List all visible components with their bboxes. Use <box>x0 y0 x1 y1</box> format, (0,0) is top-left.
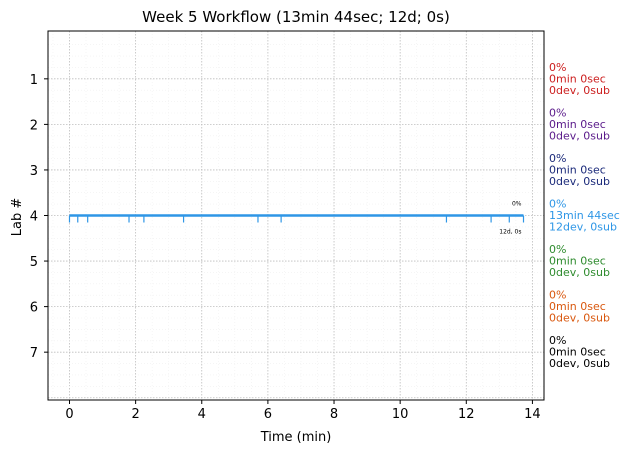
x-tick-label: 8 <box>330 407 338 422</box>
chart-title: Week 5 Workflow (13min 44sec; 12d; 0s) <box>142 8 450 26</box>
lab-summary-line: 0dev, 0sub <box>549 312 610 325</box>
series-layer: 0% 12d, 0s <box>68 201 525 236</box>
lab-summary-line: 0min 0sec <box>549 255 606 268</box>
lab-summary-4: 0% 13min 44sec 12dev, 0sub <box>549 198 620 234</box>
lab-summary-line: 0dev, 0sub <box>549 357 610 370</box>
lab-summary-line: 0% <box>549 106 566 119</box>
lab-summary-1: 0% 0min 0sec 0dev, 0sub <box>549 61 610 97</box>
lab-summary-3: 0% 0min 0sec 0dev, 0sub <box>549 152 610 188</box>
bar-count-label: 12d, 0s <box>499 229 521 236</box>
x-axis: 0 2 4 6 8 10 12 14 <box>65 400 541 422</box>
bar-percent-label: 0% <box>512 201 522 208</box>
y-tick-label: 3 <box>30 164 38 179</box>
lab-summary-line: 0dev, 0sub <box>549 266 610 279</box>
lab-summary-line: 0min 0sec <box>549 346 606 359</box>
lab-summary-line: 0% <box>549 198 566 211</box>
y-tick-label: 5 <box>30 255 38 270</box>
y-axis-label: Lab # <box>10 198 25 237</box>
x-tick-label: 2 <box>131 407 139 422</box>
lab-summary-2: 0% 0min 0sec 0dev, 0sub <box>549 106 610 142</box>
lab-summary-line: 13min 44sec <box>549 209 620 222</box>
lab-summary-line: 0min 0sec <box>549 72 606 85</box>
lab-summary-line: 0% <box>549 61 566 74</box>
y-tick-label: 4 <box>30 210 38 225</box>
lab-summary-line: 0% <box>549 243 566 256</box>
lab-summary-line: 0dev, 0sub <box>549 175 610 188</box>
x-axis-label: Time (min) <box>260 430 332 445</box>
x-tick-label: 14 <box>524 407 541 422</box>
lab-summary-line: 0% <box>549 289 566 302</box>
x-tick-label: 6 <box>264 407 272 422</box>
lab-summary-5: 0% 0min 0sec 0dev, 0sub <box>549 243 610 279</box>
x-tick-label: 0 <box>65 407 73 422</box>
lab-summary-line: 0% <box>549 152 566 165</box>
x-tick-label: 10 <box>392 407 409 422</box>
lab-summary-7: 0% 0min 0sec 0dev, 0sub <box>549 334 610 370</box>
lab-summary-line: 0dev, 0sub <box>549 129 610 142</box>
x-tick-label: 4 <box>198 407 206 422</box>
lab-summary-line: 12dev, 0sub <box>549 221 617 234</box>
x-tick-label: 12 <box>458 407 475 422</box>
lab-summary-line: 0min 0sec <box>549 300 606 313</box>
lab-summary-6: 0% 0min 0sec 0dev, 0sub <box>549 289 610 325</box>
y-tick-label: 2 <box>30 118 38 133</box>
y-axis: 1 2 3 4 5 6 7 <box>30 73 48 361</box>
y-tick-label: 6 <box>30 301 38 316</box>
lab-summary-line: 0% <box>549 334 566 347</box>
y-tick-label: 7 <box>30 346 38 361</box>
lab-summary-line: 0min 0sec <box>549 118 606 131</box>
lab-summary-line: 0min 0sec <box>549 163 606 176</box>
lab-summary-line: 0dev, 0sub <box>549 84 610 97</box>
y-tick-label: 1 <box>30 73 38 88</box>
